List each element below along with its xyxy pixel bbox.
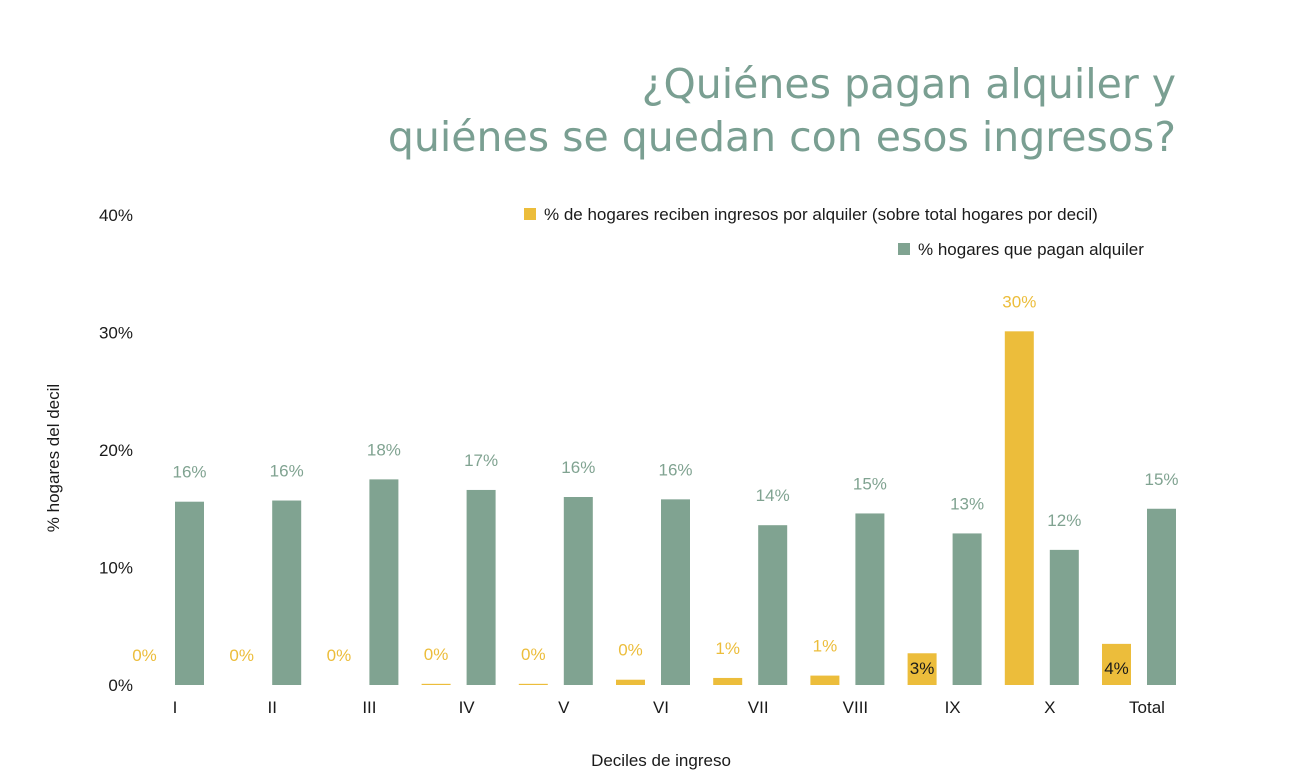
bar-ingresos-alquiler xyxy=(907,653,937,685)
y-tick-label: 10% xyxy=(99,559,133,578)
legend-swatch-ingresos xyxy=(524,208,536,220)
data-label-pagan-alquiler: 15% xyxy=(853,474,887,493)
data-label-ingresos-alquiler: 0% xyxy=(327,646,352,665)
x-tick-label: X xyxy=(1044,698,1055,717)
bars xyxy=(175,331,1176,685)
x-tick-label: IV xyxy=(459,698,476,717)
x-tick-label: VIII xyxy=(843,698,869,717)
bar-pagan-alquiler xyxy=(758,525,788,685)
bar-ingresos-alquiler xyxy=(616,679,645,685)
data-label-ingresos-alquiler: 0% xyxy=(229,646,254,665)
bar-ingresos-alquiler xyxy=(518,683,548,685)
data-labels: 0% 16% 0% 16% 0% 18% 0% 17% 0% 16% 0% 16% 1% 14% 1% 15%… xyxy=(132,292,1178,678)
data-label-ingresos-alquiler: 0% xyxy=(618,641,643,660)
x-axis-ticks: I II III IV V VI VII VIII IX X Total xyxy=(173,698,1165,717)
y-axis-ticks: 0% 10% 20% 30% 40% xyxy=(99,206,133,695)
x-tick-label: VI xyxy=(653,698,669,717)
bar-pagan-alquiler xyxy=(369,479,399,685)
bar-pagan-alquiler xyxy=(1049,549,1079,685)
bar-ingresos-alquiler xyxy=(713,677,743,685)
x-axis-title: Deciles de ingreso xyxy=(591,751,731,770)
x-tick-label: II xyxy=(267,698,276,717)
data-label-ingresos-alquiler: 3% xyxy=(910,659,935,678)
data-label-ingresos-alquiler: 30% xyxy=(1002,292,1036,311)
y-tick-label: 0% xyxy=(108,676,133,695)
bar-pagan-alquiler xyxy=(272,500,302,685)
legend-swatch-pagan xyxy=(898,243,910,255)
data-label-ingresos-alquiler: 4% xyxy=(1104,659,1129,678)
y-tick-label: 40% xyxy=(99,206,133,225)
bar-ingresos-alquiler xyxy=(810,675,840,685)
data-label-ingresos-alquiler: 0% xyxy=(521,645,546,664)
data-label-ingresos-alquiler: 0% xyxy=(424,645,449,664)
chart-title-line-1: ¿Quiénes pagan alquiler y xyxy=(641,60,1176,108)
data-label-pagan-alquiler: 16% xyxy=(658,460,692,479)
data-label-pagan-alquiler: 16% xyxy=(270,462,304,481)
y-tick-label: 20% xyxy=(99,441,133,460)
bar-ingresos-alquiler xyxy=(421,683,451,685)
data-label-pagan-alquiler: 15% xyxy=(1144,470,1178,489)
chart-title-line-2: quiénes se quedan con esos ingresos? xyxy=(387,113,1176,161)
y-tick-label: 30% xyxy=(99,324,133,343)
bar-pagan-alquiler xyxy=(661,499,690,685)
data-label-pagan-alquiler: 13% xyxy=(950,494,984,513)
x-tick-label: V xyxy=(558,698,570,717)
data-label-pagan-alquiler: 16% xyxy=(561,458,595,477)
data-label-pagan-alquiler: 12% xyxy=(1047,511,1081,530)
y-axis-title: % hogares del decil xyxy=(44,384,63,532)
bar-pagan-alquiler xyxy=(1147,508,1176,685)
bar-pagan-alquiler xyxy=(952,533,982,685)
x-tick-label: VII xyxy=(748,698,769,717)
bar-pagan-alquiler xyxy=(855,513,885,685)
bar-pagan-alquiler xyxy=(563,497,593,685)
x-tick-label: IX xyxy=(945,698,961,717)
bar-pagan-alquiler xyxy=(175,501,204,685)
data-label-ingresos-alquiler: 1% xyxy=(715,639,740,658)
x-tick-label: Total xyxy=(1129,698,1165,717)
data-label-pagan-alquiler: 18% xyxy=(367,440,401,459)
data-label-ingresos-alquiler: 0% xyxy=(132,646,157,665)
data-label-ingresos-alquiler: 1% xyxy=(813,637,838,656)
x-tick-label: III xyxy=(362,698,376,717)
bar-ingresos-alquiler xyxy=(1102,643,1131,685)
bar-ingresos-alquiler xyxy=(1004,331,1034,685)
x-tick-label: I xyxy=(173,698,178,717)
legend-label-pagan: % hogares que pagan alquiler xyxy=(918,240,1144,259)
legend-label-ingresos: % de hogares reciben ingresos por alquil… xyxy=(544,205,1098,224)
bar-pagan-alquiler xyxy=(466,489,496,685)
data-label-pagan-alquiler: 14% xyxy=(756,486,790,505)
legend: % de hogares reciben ingresos por alquil… xyxy=(524,205,1144,259)
data-label-pagan-alquiler: 16% xyxy=(172,463,206,482)
data-label-pagan-alquiler: 17% xyxy=(464,451,498,470)
